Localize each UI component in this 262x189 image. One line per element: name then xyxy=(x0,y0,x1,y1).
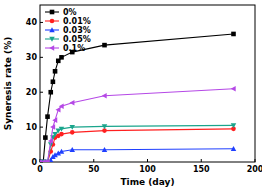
data-point xyxy=(59,132,64,137)
data-point xyxy=(102,124,108,129)
data-point xyxy=(70,130,75,135)
series-line xyxy=(40,89,234,162)
legend-marker xyxy=(50,10,55,15)
y-tick xyxy=(40,57,43,58)
y-tick-label: 30 xyxy=(26,53,38,62)
y-tick-label: 0 xyxy=(31,158,37,167)
data-point xyxy=(43,135,48,140)
data-point xyxy=(69,100,74,106)
data-point xyxy=(59,127,65,132)
data-point xyxy=(102,43,107,48)
y-tick xyxy=(40,22,43,23)
legend-marker xyxy=(50,19,55,24)
data-point xyxy=(51,79,56,84)
x-tick-label: 0 xyxy=(37,165,43,174)
legend-marker xyxy=(49,27,55,32)
x-axis-label: Time (day) xyxy=(120,177,174,187)
x-tick-label: 100 xyxy=(139,165,156,174)
data-point xyxy=(69,147,75,152)
chart: 0 50 100 150 200 0 10 20 30 40 Time (day) Syneresis… xyxy=(0,0,262,189)
x-tick-label: 200 xyxy=(247,165,262,174)
data-point xyxy=(52,117,57,123)
data-point xyxy=(231,123,237,128)
series-line xyxy=(40,34,234,162)
legend-label: 0.1% xyxy=(63,44,85,53)
y-axis-label: Syneresis rate (%) xyxy=(3,37,13,131)
data-point xyxy=(53,69,58,74)
y-tick xyxy=(40,127,43,128)
data-point xyxy=(59,149,65,154)
y-tick-label: 40 xyxy=(26,18,38,27)
y-tick xyxy=(40,92,43,93)
x-tick xyxy=(255,159,256,162)
series-line xyxy=(40,149,234,162)
legend-label: 0.01% xyxy=(63,17,91,26)
x-tick-label: 50 xyxy=(88,165,100,174)
y-tick-label: 10 xyxy=(26,123,38,132)
legend-label: 0% xyxy=(63,8,77,17)
data-point xyxy=(102,147,108,152)
data-point xyxy=(102,93,107,99)
data-point xyxy=(48,90,53,95)
x-tick-label: 150 xyxy=(193,165,210,174)
data-point xyxy=(69,125,75,130)
x-tick xyxy=(93,159,94,162)
data-point xyxy=(45,114,50,119)
legend-marker xyxy=(49,37,55,42)
data-point xyxy=(48,138,53,144)
legend-label: 0.05% xyxy=(63,35,91,44)
x-tick xyxy=(201,159,202,162)
plot-data xyxy=(40,32,236,162)
data-point xyxy=(231,32,236,37)
x-tick xyxy=(147,159,148,162)
data-point xyxy=(50,124,55,130)
series-line xyxy=(40,125,234,162)
data-point xyxy=(231,86,236,92)
data-point xyxy=(56,107,61,113)
plot-frame xyxy=(40,5,255,162)
series-line xyxy=(40,129,234,162)
legend-label: 0.03% xyxy=(63,26,91,35)
data-point xyxy=(52,132,58,137)
y-tick-label: 20 xyxy=(26,88,38,97)
data-point xyxy=(59,103,64,109)
legend: 0%0.01%0.03%0.05%0.1% xyxy=(45,8,91,53)
data-point xyxy=(231,146,237,151)
data-point xyxy=(45,159,50,162)
data-point xyxy=(59,55,64,60)
legend-marker xyxy=(49,45,54,51)
